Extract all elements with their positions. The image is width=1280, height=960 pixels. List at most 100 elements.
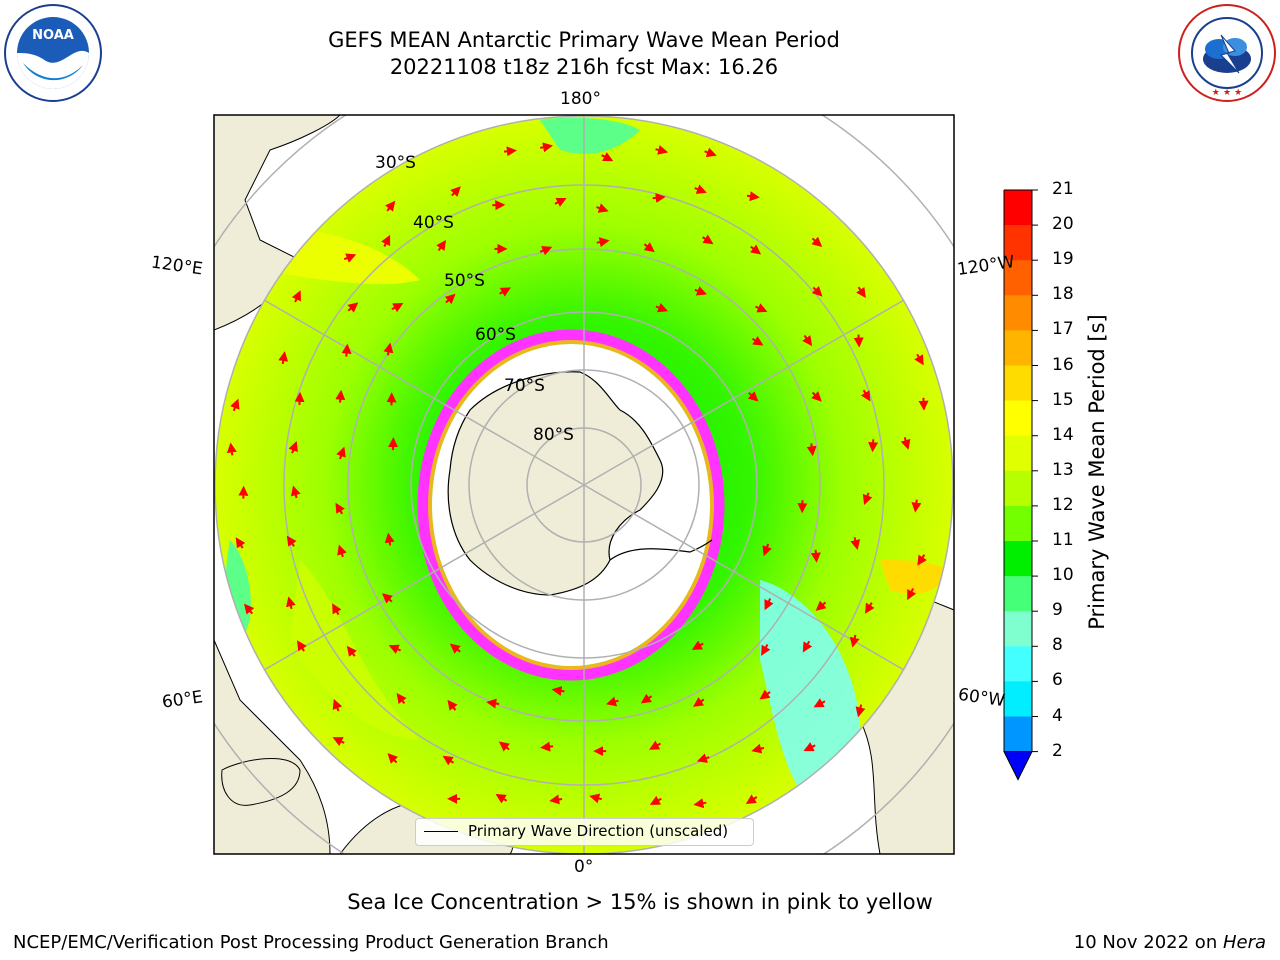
wave-direction-arrow: [447, 699, 458, 711]
wave-direction-arrow: [702, 234, 714, 245]
colorbar-segment: [1004, 225, 1032, 261]
wave-direction-arrow: [759, 689, 771, 700]
map-frame: [213, 114, 955, 855]
graticule: [214, 115, 954, 854]
antarctica: [447, 371, 664, 596]
wave-direction-arrow: [691, 640, 704, 650]
colorbar-tick-label: 9: [1052, 600, 1063, 621]
wave-direction-arrow: [856, 286, 866, 299]
wave-direction-arrow: [900, 437, 911, 450]
wave-direction-arrow: [384, 532, 395, 546]
wave-direction-arrow: [810, 549, 821, 563]
colorbar-tick-label: 21: [1052, 179, 1074, 199]
wave-direction-arrow: [918, 397, 929, 411]
wave-direction-arrow: [811, 285, 823, 297]
wave-direction-arrow: [383, 342, 394, 356]
wave-direction-arrow: [865, 602, 875, 614]
wave-direction-arrow: [396, 692, 407, 705]
lon-label-0: 0°: [574, 857, 594, 877]
legend-line-sample: [424, 831, 458, 832]
wave-direction-arrow: [764, 598, 774, 611]
colorbar-segment: [1004, 505, 1032, 542]
wave-direction-arrow: [589, 793, 603, 804]
colorbar-segment: [1004, 611, 1032, 647]
svg-text:★ ★ ★: ★ ★ ★: [1212, 88, 1242, 98]
wave-direction-arrow: [649, 795, 662, 805]
wave-direction-arrow: [341, 343, 352, 357]
colorbar-segment: [1004, 365, 1032, 402]
colorbar-segment: [1004, 470, 1032, 507]
wave-direction-arrow: [381, 234, 391, 248]
wave-direction-arrow: [911, 499, 922, 513]
wave-direction-arrow: [914, 353, 924, 366]
wave-direction-arrow: [596, 203, 609, 213]
lat-label-30s: 30°S: [375, 153, 416, 173]
wave-direction-arrow: [551, 685, 565, 696]
colorbar-tick-label: 16: [1052, 354, 1074, 375]
wave-direction-arrow: [387, 753, 399, 764]
wave-direction-arrow: [347, 302, 359, 313]
wave-direction-arrow: [696, 753, 710, 763]
chart-title: GEFS MEAN Antarctic Primary Wave Mean Pe…: [328, 28, 840, 52]
wave-direction-arrow: [391, 303, 404, 313]
wave-direction-arrow: [286, 535, 297, 547]
colorbar-tick-label: 12: [1052, 494, 1074, 515]
wave-direction-arrow: [761, 644, 771, 656]
wave-direction-arrow: [442, 755, 455, 766]
wave-direction-arrow: [486, 698, 500, 709]
footer-branch: NCEP/EMC/Verification Post Processing Pr…: [13, 932, 609, 953]
colorbar-tick-label: 8: [1052, 635, 1063, 656]
footer-date-text: 10 Nov 2022 on: [1073, 932, 1223, 953]
wave-direction-arrow: [346, 645, 357, 657]
wave-direction-arrow: [850, 537, 861, 550]
noaa-logo: NOAA: [4, 4, 102, 102]
wave-direction-arrow: [755, 303, 768, 313]
footer-machine: Hera: [1222, 932, 1266, 953]
wave-direction-arrow: [235, 537, 246, 549]
wave-direction-arrow: [388, 644, 401, 654]
colorbar-segment: [1004, 400, 1032, 437]
wave-direction-arrow: [655, 302, 669, 313]
colorbar-tick-label: 20: [1052, 214, 1074, 235]
colorbar-tick-label: 4: [1052, 705, 1063, 726]
colorbar-tick-label: 6: [1052, 670, 1063, 691]
colorbar: [1003, 189, 1038, 781]
wave-direction-arrow: [811, 391, 822, 402]
wave-direction-arrow: [750, 244, 762, 255]
colorbar-segment: [1004, 576, 1032, 612]
lon-label-180: 180°: [560, 89, 601, 109]
wave-direction-arrow: [549, 794, 563, 805]
colorbar-tick-label: 19: [1052, 249, 1074, 270]
wave-direction-arrow: [813, 698, 826, 708]
wave-direction-arrow: [811, 236, 823, 248]
wave-direction-arrow: [444, 293, 456, 305]
colorbar-segment: [1004, 541, 1032, 577]
wave-direction-arrow: [226, 442, 237, 456]
wave-direction-arrow: [868, 439, 879, 453]
wave-direction-arrow: [640, 693, 653, 704]
wave-direction-arrow: [596, 237, 610, 248]
wave-direction-arrow: [862, 492, 873, 505]
wave-direction-arrow: [540, 741, 554, 752]
wave-direction-arrows: [226, 142, 929, 809]
wave-direction-arrow: [803, 742, 816, 752]
colorbar-segment: [1004, 190, 1032, 226]
colorbar-segment: [1004, 330, 1032, 366]
colorbar-tick-label: 18: [1052, 284, 1074, 305]
wave-direction-arrow: [917, 554, 927, 566]
wave-direction-arrow: [802, 640, 813, 653]
chart-subtitle: 20221108 t18z 216h fcst Max: 16.26: [389, 55, 779, 79]
sea-ice-edge: [417, 329, 725, 681]
wave-direction-arrow: [498, 741, 510, 752]
colorbar-segment: [1004, 716, 1032, 753]
colorbar-segment: [1004, 681, 1032, 717]
wave-direction-arrow: [751, 743, 765, 754]
wave-direction-arrow: [601, 152, 614, 162]
wave-direction-arrow: [449, 643, 461, 654]
sea-ice-caption: Sea Ice Concentration > 15% is shown in …: [347, 890, 933, 914]
wave-direction-arrow: [450, 186, 461, 197]
wave-direction-arrow: [694, 286, 707, 296]
wave-direction-arrow: [385, 200, 396, 212]
colorbar-tick-label: 13: [1052, 459, 1074, 480]
